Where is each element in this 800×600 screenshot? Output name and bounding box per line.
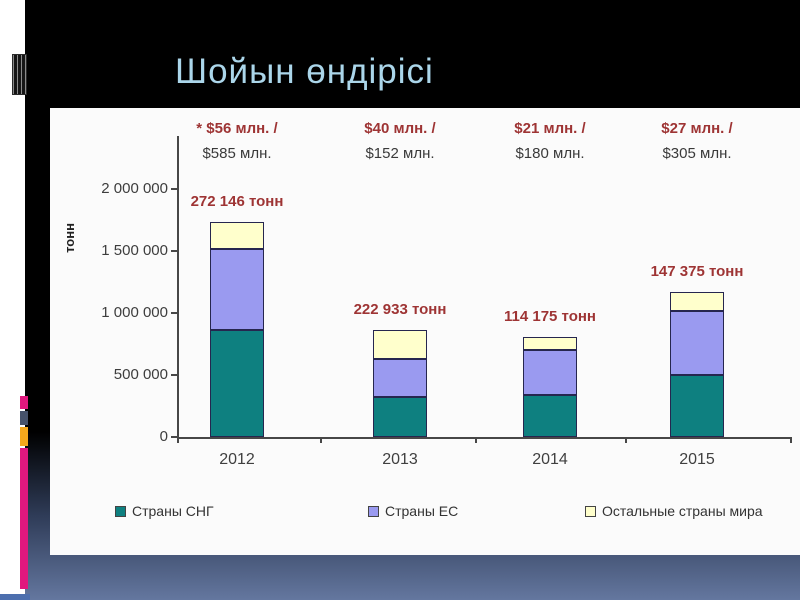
legend-swatch-eu — [368, 505, 379, 517]
legend-swatch-rest — [585, 505, 596, 517]
usd-annotation: * $56 млн. / $585 млн. — [157, 116, 317, 166]
bar-segment-cis — [373, 397, 427, 437]
legend-label-eu: Страны ЕС — [385, 503, 459, 519]
legend-item-rest: Остальные страны мира — [585, 503, 763, 519]
legend-item-cis: Страны СНГ — [115, 503, 214, 519]
usd-annotation: $40 млн. / $152 млн. — [320, 116, 480, 166]
bar-segment-cis — [670, 375, 724, 437]
x-axis-label: 2014 — [532, 451, 568, 468]
y-tick-label: 1 500 000 — [101, 242, 168, 259]
bar-segment-eu — [670, 311, 724, 375]
legend-label-rest: Остальные страны мира — [602, 503, 763, 519]
y-axis-line — [177, 136, 179, 439]
decor-strip-magenta — [20, 448, 28, 589]
legend-item-eu: Страны ЕС — [368, 503, 458, 519]
y-tick-label: 500 000 — [113, 366, 168, 383]
legend-label-cis: Страны СНГ — [132, 503, 214, 519]
y-tick-label: 0 — [159, 428, 168, 445]
usd-annotation-line1: * $56 млн. / — [196, 120, 278, 137]
y-tick-mark — [171, 436, 177, 438]
x-tick-mark — [177, 437, 179, 443]
usd-annotation-line2: $585 млн. — [202, 145, 272, 162]
y-tick-mark — [171, 250, 177, 252]
x-axis-label: 2013 — [382, 451, 418, 468]
decor-bottom-accent — [0, 594, 30, 600]
decor-strip-orange — [20, 427, 28, 446]
y-tick-label: 2 000 000 — [101, 180, 168, 197]
x-axis-label: 2012 — [219, 451, 255, 468]
bar-total-label: 114 175 тонн — [504, 307, 596, 325]
x-axis-label: 2015 — [679, 451, 715, 468]
bar-total-label: 147 375 тонн — [650, 262, 744, 280]
spiral-binding-icon — [12, 54, 27, 95]
usd-annotation-line2: $180 млн. — [515, 145, 585, 162]
x-tick-mark — [625, 437, 627, 443]
usd-annotation-line2: $305 млн. — [662, 145, 732, 162]
decor-strip-pink — [20, 396, 28, 409]
usd-annotation-line1: $27 млн. / — [661, 120, 733, 137]
bar-segment-rest — [670, 291, 724, 312]
y-tick-mark — [171, 374, 177, 376]
bar-segment-eu — [523, 350, 577, 395]
bar-segment-rest — [523, 336, 577, 351]
bar-segment-eu — [210, 248, 264, 331]
y-tick-mark — [171, 188, 177, 190]
decor-strip-slate — [20, 411, 28, 425]
usd-annotation-line1: $21 млн. / — [514, 120, 586, 137]
usd-annotation: $27 млн. / $305 млн. — [617, 116, 777, 166]
bar-segment-eu — [373, 358, 427, 398]
x-axis-line — [177, 437, 792, 439]
usd-annotation-line1: $40 млн. / — [364, 120, 436, 137]
x-tick-mark — [320, 437, 322, 443]
bar-segment-rest — [373, 330, 427, 359]
bar-segment-cis — [210, 330, 264, 437]
usd-annotation: $21 млн. / $180 млн. — [470, 116, 630, 166]
usd-annotation-line2: $152 млн. — [365, 145, 435, 162]
x-tick-mark — [790, 437, 792, 443]
bar-segment-rest — [210, 222, 264, 249]
bar-total-label: 222 933 тонн — [353, 301, 447, 319]
bar-total-label: 272 146 тонн — [190, 193, 284, 211]
chart-panel: тонн 0 500 000 1 000 000 1 500 000 2 000 000… — [50, 108, 800, 555]
y-tick-mark — [171, 312, 177, 314]
bar-segment-cis — [523, 394, 577, 437]
y-tick-label: 1 000 000 — [101, 304, 168, 321]
x-tick-mark — [475, 437, 477, 443]
legend-swatch-cis — [115, 505, 126, 517]
slide-title: Шойын өндірісі — [175, 52, 434, 91]
